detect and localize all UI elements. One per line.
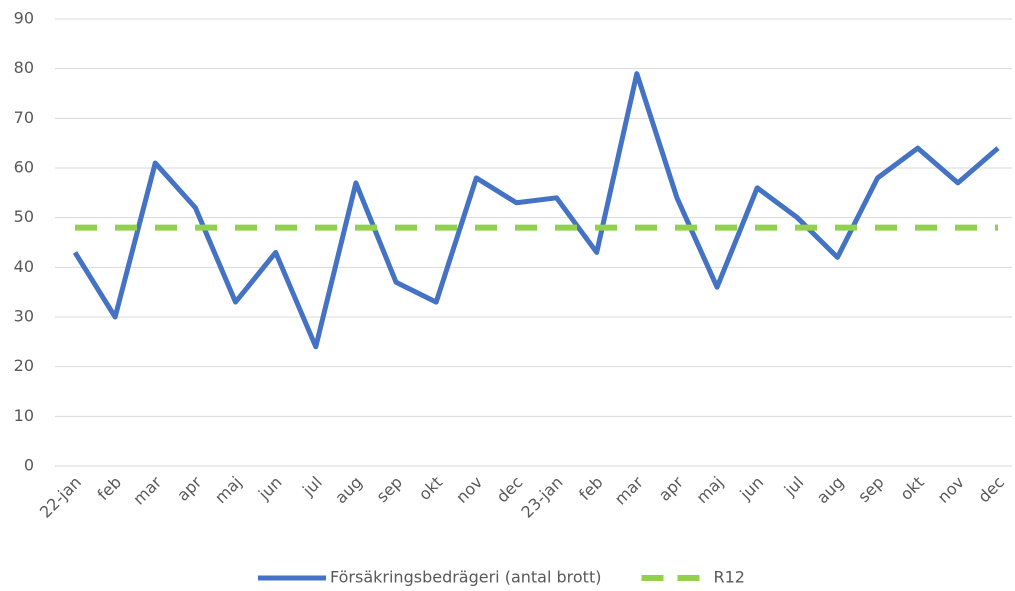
series-line — [72, 71, 1000, 350]
y-tick-label: 40 — [14, 257, 34, 276]
y-tick-label: 90 — [14, 9, 34, 28]
x-tick-label: feb — [94, 473, 126, 505]
x-tick-label: 23-jan — [517, 473, 566, 522]
x-tick-label: mar — [129, 472, 165, 508]
x-tick-label: maj — [693, 473, 728, 508]
x-tick-label: feb — [575, 473, 607, 505]
x-tick-label: apr — [655, 472, 687, 504]
x-tick-label: apr — [173, 472, 205, 504]
x-tick-label: sep — [373, 473, 406, 506]
legend-label: R12 — [713, 568, 744, 587]
x-tick-label: jul — [298, 473, 326, 501]
x-tick-label: 22-jan — [36, 473, 85, 522]
x-tick-label: jul — [780, 473, 808, 501]
y-tick-label: 10 — [14, 406, 34, 425]
x-tick-label: aug — [331, 473, 366, 508]
x-tick-label: jun — [254, 473, 286, 505]
legend-label: Försäkringsbedrägeri (antal brott) — [330, 568, 601, 587]
x-tick-label: dec — [493, 473, 527, 507]
x-tick-label: okt — [415, 473, 446, 504]
x-tick-label: nov — [934, 473, 968, 507]
x-tick-label: okt — [896, 473, 927, 504]
y-tick-label: 60 — [14, 158, 34, 177]
x-tick-label: sep — [854, 473, 887, 506]
x-tick-label: dec — [974, 473, 1008, 507]
x-tick-label: maj — [211, 473, 246, 508]
y-tick-label: 20 — [14, 356, 34, 375]
y-tick-label: 70 — [14, 108, 34, 127]
y-tick-label: 0 — [24, 456, 34, 475]
y-tick-label: 80 — [14, 58, 34, 77]
x-tick-label: jun — [736, 473, 768, 505]
x-tick-label: mar — [611, 472, 647, 508]
y-tick-label: 30 — [14, 307, 34, 326]
x-tick-label: aug — [813, 473, 848, 508]
x-tick-label: nov — [452, 473, 486, 507]
y-tick-label: 50 — [14, 207, 34, 226]
